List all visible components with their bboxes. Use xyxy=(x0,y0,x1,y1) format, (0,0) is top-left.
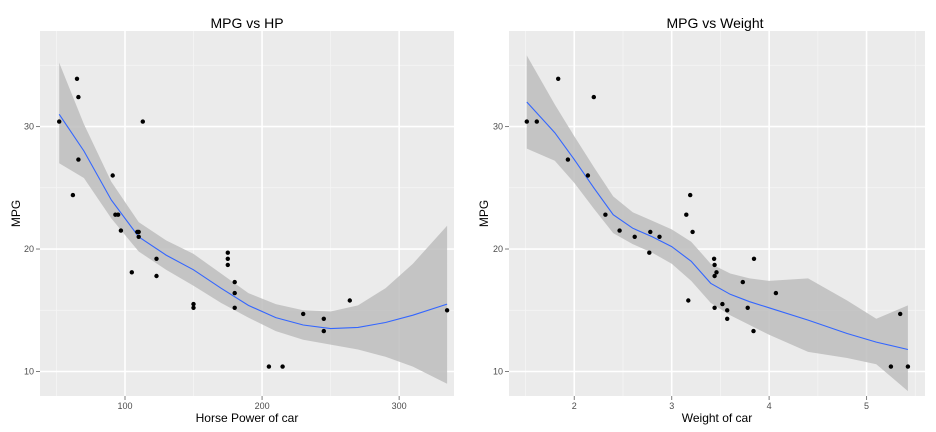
y-axis-title: MPG xyxy=(9,200,23,227)
data-point xyxy=(347,298,352,303)
data-point xyxy=(740,279,745,285)
data-point xyxy=(647,250,652,255)
data-point xyxy=(301,311,306,317)
y-tick-label: 20 xyxy=(493,244,503,254)
x-tick-label: 4 xyxy=(767,401,772,411)
data-point xyxy=(714,270,719,275)
data-point xyxy=(556,76,561,82)
data-point xyxy=(690,229,695,235)
data-point xyxy=(632,234,637,239)
chart-panel-1: 100 200 300 10 20 30 MPG vs HP Horse Power of c… xyxy=(9,15,454,425)
data-point xyxy=(136,234,141,239)
data-point xyxy=(585,173,591,178)
x-tick-label: 100 xyxy=(117,401,132,411)
data-point xyxy=(191,301,196,307)
x-tick-label: 2 xyxy=(572,401,577,411)
data-point xyxy=(617,228,622,233)
smooth-trend-line xyxy=(526,101,909,351)
x-tick-label: 3 xyxy=(669,401,674,411)
data-point xyxy=(232,290,237,296)
data-point xyxy=(711,256,717,261)
data-point xyxy=(74,76,80,82)
data-point xyxy=(225,256,230,261)
data-point xyxy=(648,229,653,235)
data-point xyxy=(725,316,730,321)
data-point xyxy=(888,364,894,369)
data-point xyxy=(129,270,134,275)
y-tick-label: 10 xyxy=(493,367,503,377)
y-tick-label: 30 xyxy=(24,122,34,132)
data-point xyxy=(225,262,230,268)
data-point xyxy=(70,192,76,198)
data-point xyxy=(321,328,326,334)
data-point xyxy=(751,328,756,334)
data-point xyxy=(321,316,326,321)
x-axis-title: Horse Power of car xyxy=(196,411,299,425)
data-point xyxy=(751,256,757,261)
data-point xyxy=(745,305,750,310)
data-point xyxy=(657,234,662,239)
data-point xyxy=(232,279,237,285)
data-point xyxy=(603,212,608,217)
data-point xyxy=(686,298,691,303)
x-tick-label: 300 xyxy=(392,401,407,411)
data-point xyxy=(720,301,725,307)
data-point xyxy=(534,119,539,124)
x-tick-label: 200 xyxy=(255,401,270,411)
data-point xyxy=(266,364,272,369)
data-point xyxy=(524,119,529,124)
y-axis-title: MPG xyxy=(477,200,491,227)
data-point xyxy=(444,308,450,313)
data-point xyxy=(115,212,121,217)
chart-panel-2: 2 3 4 5 10 20 30 MPG vs Weight Weight of car MPG xyxy=(477,15,925,425)
data-point xyxy=(591,94,596,100)
data-point xyxy=(154,256,159,261)
data-point xyxy=(684,212,689,217)
data-point xyxy=(280,364,285,369)
smooth-trend-line xyxy=(58,113,448,330)
y-tick-label: 10 xyxy=(24,367,34,377)
data-point xyxy=(905,364,911,369)
data-point xyxy=(725,308,730,313)
y-tick-label: 30 xyxy=(493,122,503,132)
data-point xyxy=(898,311,903,317)
data-point xyxy=(76,94,81,100)
chart-title: MPG vs Weight xyxy=(667,15,764,31)
confidence-band xyxy=(59,62,448,384)
data-point xyxy=(136,229,141,235)
data-point xyxy=(110,173,115,178)
data-point xyxy=(773,290,779,296)
data-point xyxy=(565,157,571,162)
y-tick-label: 20 xyxy=(24,244,34,254)
data-point xyxy=(154,273,159,279)
data-point xyxy=(118,228,124,233)
data-point xyxy=(712,305,717,310)
data-point xyxy=(225,250,230,255)
chart-title: MPG vs HP xyxy=(210,15,283,31)
data-point xyxy=(712,273,717,279)
x-tick-label: 5 xyxy=(864,401,869,411)
data-point xyxy=(232,305,237,310)
data-point xyxy=(191,305,196,310)
data-point xyxy=(76,157,81,162)
data-point xyxy=(140,119,145,124)
data-point xyxy=(57,119,62,124)
data-point xyxy=(712,262,717,268)
x-axis-title: Weight of car xyxy=(682,411,752,425)
confidence-band xyxy=(526,55,908,392)
data-point xyxy=(688,192,693,198)
